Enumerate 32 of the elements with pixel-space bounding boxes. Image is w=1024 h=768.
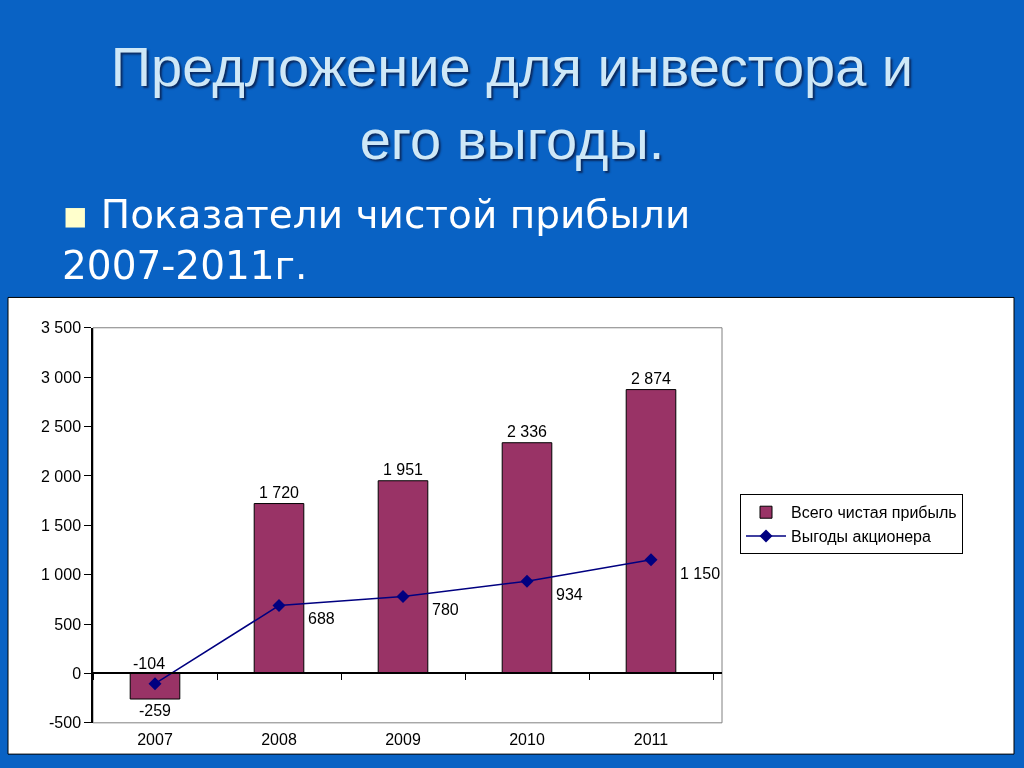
x-tick-label: 2008	[261, 731, 297, 749]
legend-label: Всего чистая прибыль	[791, 504, 957, 522]
y-tick-label: 2 500	[41, 418, 82, 436]
y-tick-label: -500	[49, 714, 82, 732]
data-label: 688	[308, 610, 335, 627]
point	[644, 553, 658, 567]
data-label: -259	[138, 702, 172, 720]
x-tick-label: 2011	[633, 731, 669, 749]
data-label: 934	[556, 586, 583, 603]
data-label: -104	[133, 655, 166, 672]
point	[396, 589, 410, 603]
y-tick-label: 3 500	[41, 319, 82, 337]
chart-title: Предложение для инвестора и его выгоды.	[110, 35, 914, 171]
point	[272, 598, 286, 612]
data-label: 1 720	[258, 483, 300, 501]
data-label: 2 874	[630, 369, 672, 387]
legend-label: Выгоды акционера	[791, 528, 932, 546]
point	[520, 574, 534, 588]
x-tick-label: 2010	[509, 731, 545, 749]
y-tick-label: 2 000	[41, 467, 82, 485]
data-label: 2 336	[506, 422, 548, 440]
y-tick-label: 0	[72, 665, 82, 683]
y-tick-label: 1 500	[41, 516, 82, 534]
data-label: 780	[432, 601, 459, 618]
data-label: 1 150	[680, 565, 721, 582]
data-label: 1 951	[382, 460, 424, 478]
x-tick-label: 2009	[385, 731, 421, 749]
y-tick-label: 3 000	[41, 368, 82, 386]
y-tick-label: 1 000	[41, 566, 82, 584]
chart-subtitle: ▪ Показатели чистой прибыли 2007-2011г.	[62, 192, 691, 288]
x-tick-label: 2007	[137, 731, 173, 749]
y-tick-label: 500	[54, 615, 82, 633]
